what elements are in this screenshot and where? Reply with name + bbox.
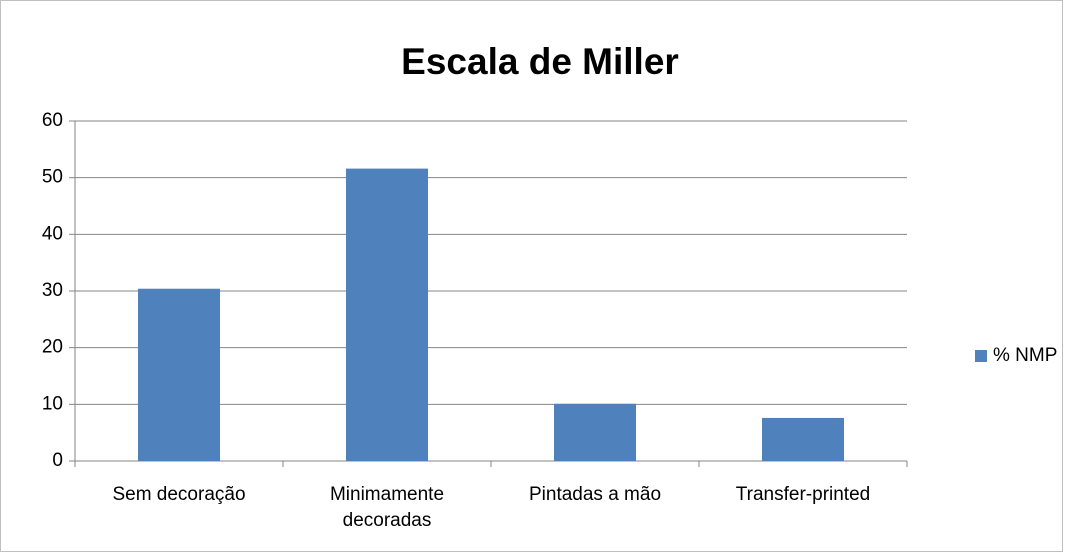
y-tick-label: 20 [42,337,63,358]
x-tick-label: Transfer-printed [735,484,871,505]
bar [138,288,220,461]
y-tick-label: 60 [42,110,63,131]
bar [762,417,844,461]
x-tick-label: Sem decoração [112,484,246,505]
bar [346,168,428,461]
x-tick-label: Pintadas a mão [528,484,662,505]
y-tick-label: 40 [42,223,63,244]
y-tick-label: 50 [42,167,63,188]
y-tick-label: 0 [52,450,63,471]
legend-label: % NMP [993,345,1057,366]
bar [554,403,636,461]
y-tick-label: 10 [42,393,63,414]
x-tick-label: Minimamente decoradas [329,484,445,531]
legend-swatch [975,350,987,362]
chart-title: Escala de Miller [401,41,679,82]
y-tick-label: 30 [42,280,63,301]
